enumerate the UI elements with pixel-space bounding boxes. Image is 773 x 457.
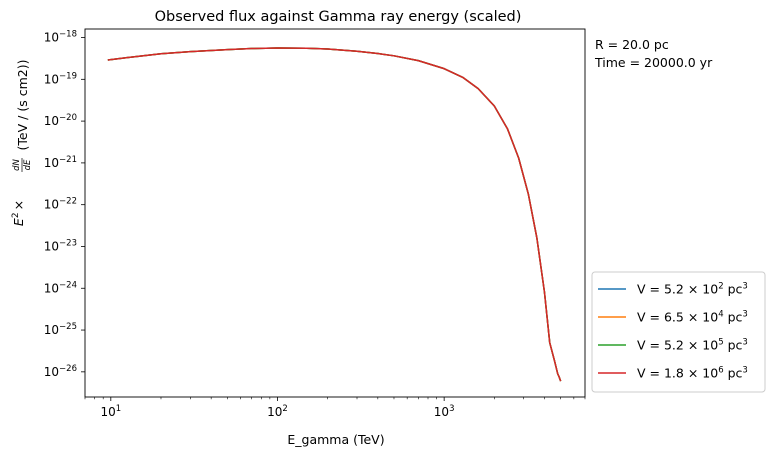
- y-axis-label-unit: (TeV / (s cm2)): [15, 60, 30, 151]
- series-line-2: [107, 47, 562, 382]
- plot-area: [107, 47, 562, 382]
- series-line-3: [107, 47, 562, 382]
- y-tick-label: 10−21: [44, 155, 77, 170]
- x-tick-label: 103: [434, 404, 455, 419]
- y-axis-label-fraction: dN dE: [12, 158, 33, 172]
- y-tick-label: 10−25: [44, 322, 77, 337]
- svg-text:dE: dE: [23, 159, 33, 170]
- chart-title: Observed flux against Gamma ray energy (…: [155, 9, 522, 25]
- legend: V = 5.2 × 102 pc3 V = 6.5 × 104 pc3 V = 5.…: [591, 271, 766, 393]
- x-tick-label: 101: [100, 404, 121, 419]
- series-line-1: [107, 47, 562, 382]
- legend-label-2: V = 6.5 × 104 pc3: [637, 310, 748, 325]
- annotation-radius: R = 20.0 pc: [595, 37, 669, 52]
- svg-text:E2×: E2×: [11, 200, 26, 226]
- legend-label-1: V = 5.2 × 102 pc3: [637, 282, 748, 297]
- x-tick-label: 102: [267, 404, 288, 419]
- legend-box: [591, 271, 766, 393]
- legend-label-3: V = 5.2 × 105 pc3: [637, 338, 748, 353]
- annotation-time: Time = 20000.0 yr: [594, 55, 713, 70]
- y-axis-label: E2×: [11, 200, 26, 226]
- y-tick-label: 10−18: [44, 30, 77, 45]
- series-line-4: [107, 47, 562, 382]
- svg-text:dN: dN: [12, 158, 22, 170]
- legend-label-4: V = 1.8 × 106 pc3: [637, 366, 748, 381]
- y-tick-label: 10−26: [44, 364, 77, 379]
- y-tick-label: 10−19: [44, 71, 77, 86]
- y-tick-label: 10−24: [44, 280, 77, 295]
- x-axis-label: E_gamma (TeV): [287, 432, 384, 447]
- y-tick-label: 10−23: [44, 238, 77, 253]
- y-tick-label: 10−22: [44, 197, 77, 212]
- plot-frame: [84, 28, 586, 398]
- y-tick-label: 10−20: [44, 113, 77, 128]
